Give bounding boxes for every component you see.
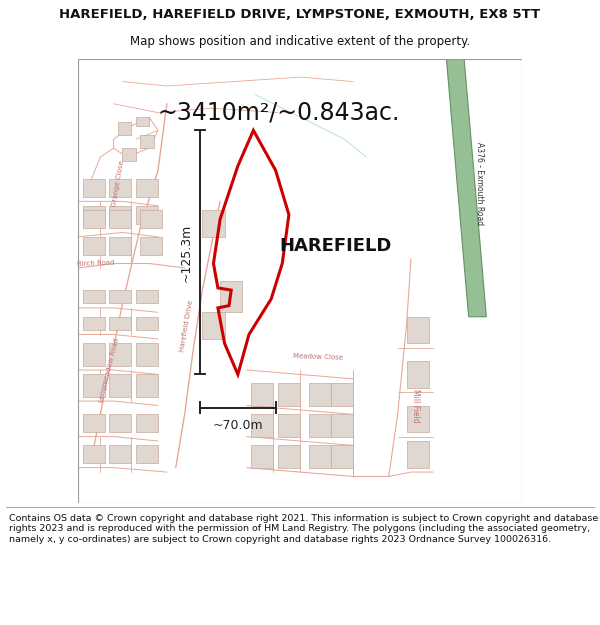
Text: HAREFIELD, HAREFIELD DRIVE, LYMPSTONE, EXMOUTH, EX8 5TT: HAREFIELD, HAREFIELD DRIVE, LYMPSTONE, E… (59, 8, 541, 21)
Polygon shape (109, 414, 131, 432)
Polygon shape (83, 237, 105, 254)
Polygon shape (109, 446, 131, 463)
Polygon shape (140, 135, 154, 148)
Polygon shape (202, 210, 224, 237)
Polygon shape (136, 317, 158, 330)
Text: ~125.3m: ~125.3m (179, 223, 192, 281)
Polygon shape (331, 446, 353, 468)
Text: Harefield Drive: Harefield Drive (179, 299, 194, 352)
Polygon shape (331, 414, 353, 436)
Polygon shape (136, 446, 158, 463)
Text: ~3410m²/~0.843ac.: ~3410m²/~0.843ac. (158, 101, 400, 124)
Polygon shape (136, 374, 158, 397)
Polygon shape (136, 414, 158, 432)
Polygon shape (109, 343, 131, 366)
Polygon shape (136, 290, 158, 303)
Polygon shape (136, 343, 158, 366)
Polygon shape (251, 414, 274, 436)
Polygon shape (109, 374, 131, 397)
Polygon shape (331, 383, 353, 406)
Polygon shape (136, 179, 158, 197)
Polygon shape (83, 210, 105, 228)
Text: Contains OS data © Crown copyright and database right 2021. This information is : Contains OS data © Crown copyright and d… (9, 514, 598, 544)
Polygon shape (83, 343, 105, 366)
Text: Meadow Close: Meadow Close (293, 353, 343, 361)
Text: ~70.0m: ~70.0m (212, 419, 263, 432)
Polygon shape (220, 281, 242, 312)
Polygon shape (83, 374, 105, 397)
Polygon shape (83, 414, 105, 432)
Polygon shape (83, 179, 105, 197)
Text: Longmeadow Road: Longmeadow Road (98, 338, 120, 402)
Polygon shape (109, 206, 131, 224)
Polygon shape (407, 317, 428, 343)
Polygon shape (109, 179, 131, 197)
Text: Map shows position and indicative extent of the property.: Map shows position and indicative extent… (130, 35, 470, 48)
Polygon shape (109, 290, 131, 303)
Polygon shape (407, 406, 428, 432)
Polygon shape (309, 383, 331, 406)
Polygon shape (109, 237, 131, 254)
Polygon shape (251, 383, 274, 406)
Polygon shape (140, 237, 163, 254)
Polygon shape (83, 206, 105, 224)
Polygon shape (309, 446, 331, 468)
Polygon shape (109, 210, 131, 228)
Polygon shape (83, 290, 105, 303)
Text: Mill Field: Mill Field (411, 389, 420, 422)
Polygon shape (118, 121, 131, 135)
Polygon shape (278, 383, 300, 406)
Polygon shape (109, 317, 131, 330)
Polygon shape (309, 414, 331, 436)
Polygon shape (446, 59, 487, 317)
Polygon shape (278, 414, 300, 436)
Polygon shape (407, 441, 428, 468)
Polygon shape (278, 446, 300, 468)
Polygon shape (251, 446, 274, 468)
Polygon shape (202, 312, 224, 339)
Polygon shape (83, 446, 105, 463)
Polygon shape (83, 317, 105, 330)
Polygon shape (136, 117, 149, 126)
Polygon shape (136, 206, 158, 224)
Polygon shape (407, 361, 428, 388)
Polygon shape (140, 210, 163, 228)
Polygon shape (122, 148, 136, 161)
Text: HAREFIELD: HAREFIELD (280, 237, 392, 255)
Text: A376 - Exmouth Road: A376 - Exmouth Road (475, 142, 484, 225)
Text: Grange Close: Grange Close (111, 160, 125, 207)
Text: Birch Road: Birch Road (77, 260, 115, 267)
